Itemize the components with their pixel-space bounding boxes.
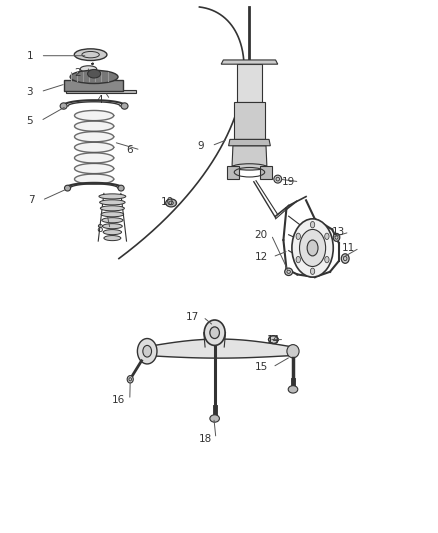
- Ellipse shape: [88, 69, 101, 78]
- Text: 19: 19: [282, 177, 295, 187]
- Ellipse shape: [64, 185, 71, 191]
- Ellipse shape: [102, 224, 122, 229]
- Text: 16: 16: [112, 395, 126, 405]
- Text: 7: 7: [28, 195, 34, 205]
- Ellipse shape: [166, 199, 177, 207]
- Ellipse shape: [101, 212, 124, 217]
- Ellipse shape: [118, 185, 124, 191]
- Ellipse shape: [307, 240, 318, 256]
- Ellipse shape: [325, 256, 329, 263]
- Ellipse shape: [102, 217, 123, 223]
- Ellipse shape: [143, 345, 152, 357]
- Ellipse shape: [103, 230, 122, 235]
- Text: 15: 15: [255, 362, 268, 372]
- Polygon shape: [221, 60, 278, 64]
- Ellipse shape: [285, 268, 293, 276]
- Polygon shape: [237, 64, 261, 102]
- Text: 3: 3: [26, 87, 33, 96]
- Polygon shape: [74, 142, 114, 152]
- Text: 1: 1: [26, 51, 33, 61]
- Text: 2: 2: [74, 68, 81, 78]
- Polygon shape: [74, 132, 114, 142]
- Ellipse shape: [311, 222, 315, 228]
- Ellipse shape: [274, 175, 282, 183]
- Ellipse shape: [60, 103, 67, 109]
- Text: 17: 17: [185, 312, 199, 322]
- Ellipse shape: [210, 327, 219, 338]
- Ellipse shape: [311, 268, 315, 274]
- Text: 5: 5: [26, 116, 33, 126]
- Ellipse shape: [204, 320, 225, 345]
- Polygon shape: [229, 140, 270, 146]
- Ellipse shape: [138, 338, 157, 364]
- Polygon shape: [234, 102, 265, 140]
- Ellipse shape: [233, 164, 266, 170]
- Text: 10: 10: [161, 197, 174, 207]
- Polygon shape: [260, 166, 272, 179]
- Ellipse shape: [127, 376, 133, 383]
- Ellipse shape: [292, 219, 333, 277]
- Text: 11: 11: [342, 243, 355, 253]
- Ellipse shape: [341, 254, 349, 263]
- Text: 14: 14: [267, 335, 280, 345]
- Polygon shape: [74, 174, 114, 184]
- Text: 13: 13: [332, 227, 345, 237]
- Ellipse shape: [99, 194, 126, 199]
- Text: 9: 9: [198, 141, 204, 151]
- Ellipse shape: [74, 49, 107, 60]
- Ellipse shape: [296, 233, 300, 239]
- Polygon shape: [74, 110, 114, 120]
- Polygon shape: [66, 90, 136, 93]
- Polygon shape: [74, 153, 114, 163]
- Ellipse shape: [333, 233, 340, 241]
- Ellipse shape: [100, 206, 124, 211]
- Ellipse shape: [296, 256, 300, 263]
- Polygon shape: [227, 166, 239, 179]
- Ellipse shape: [287, 345, 299, 358]
- Polygon shape: [232, 146, 267, 166]
- Ellipse shape: [288, 386, 298, 393]
- Ellipse shape: [80, 66, 97, 72]
- Ellipse shape: [99, 200, 125, 205]
- Text: 8: 8: [96, 224, 102, 235]
- Text: 6: 6: [127, 145, 133, 155]
- Text: 18: 18: [198, 434, 212, 443]
- Ellipse shape: [210, 415, 219, 422]
- Ellipse shape: [70, 70, 118, 84]
- Ellipse shape: [104, 236, 121, 240]
- Polygon shape: [74, 164, 114, 174]
- Text: 12: 12: [255, 252, 268, 262]
- Polygon shape: [64, 80, 123, 91]
- Polygon shape: [145, 339, 293, 358]
- Polygon shape: [74, 121, 114, 131]
- Ellipse shape: [325, 233, 329, 239]
- Text: 20: 20: [254, 230, 267, 240]
- Ellipse shape: [300, 229, 325, 266]
- Ellipse shape: [121, 103, 128, 109]
- Ellipse shape: [268, 336, 278, 344]
- Text: 4: 4: [96, 95, 102, 104]
